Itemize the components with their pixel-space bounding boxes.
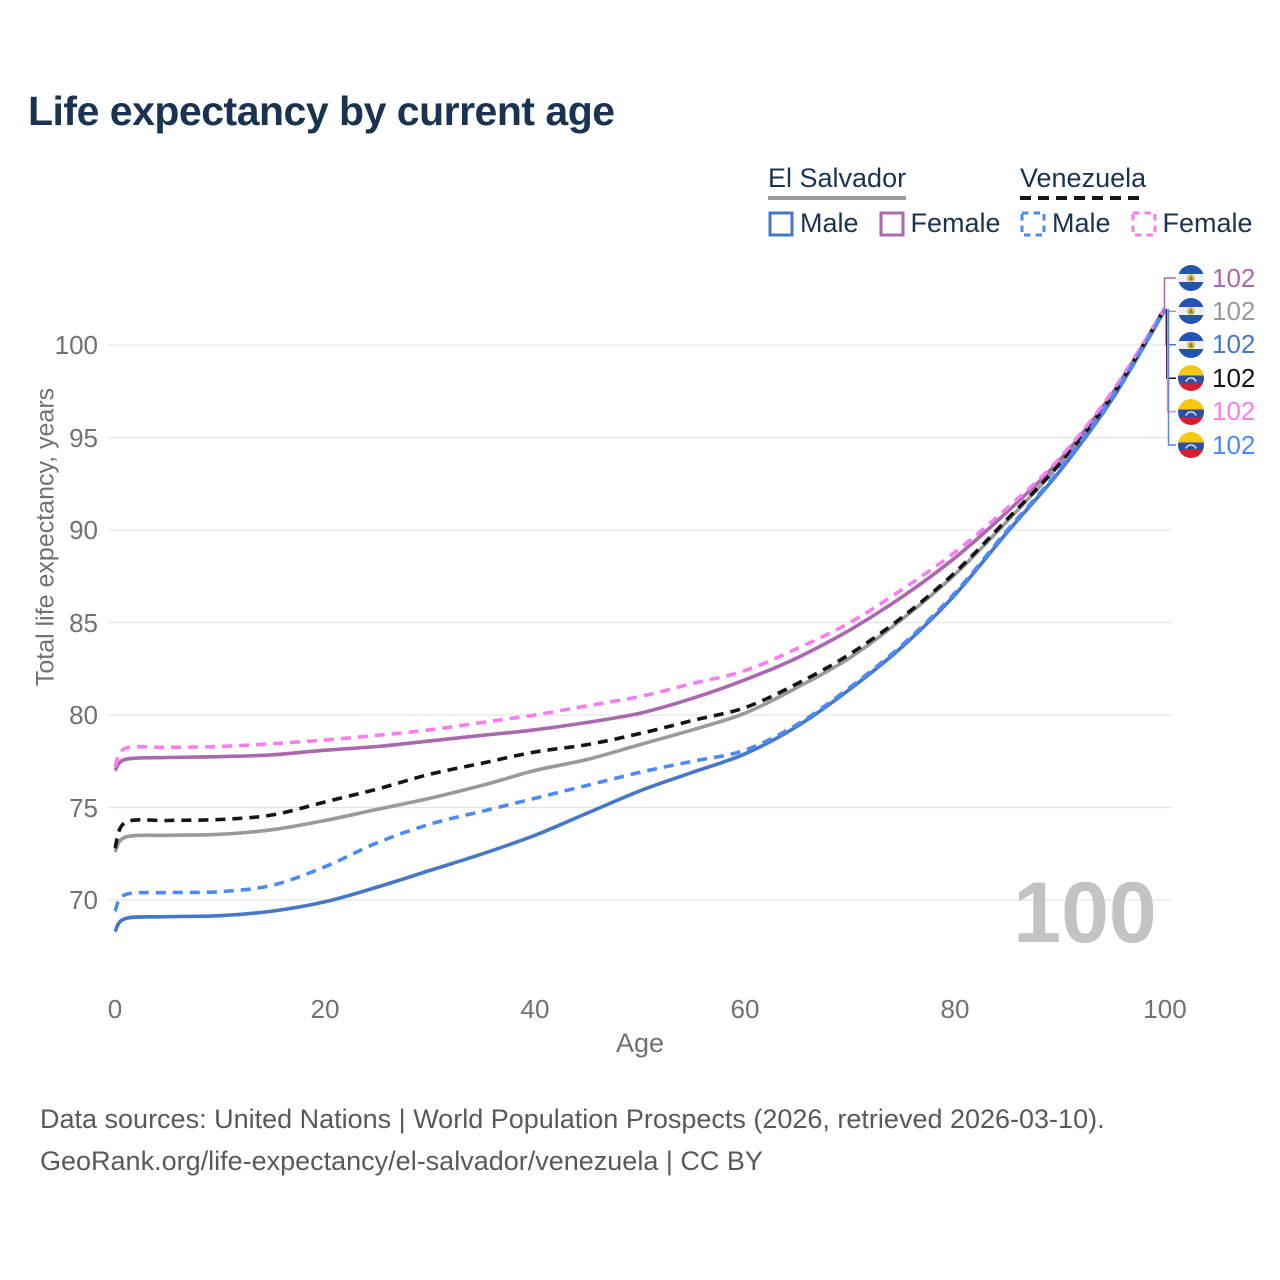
y-tick-95: 95 bbox=[69, 422, 98, 453]
flag-icon-ve bbox=[1178, 365, 1204, 392]
flag-icon-ve bbox=[1178, 398, 1204, 425]
legend-header-el-salvador: El Salvador bbox=[768, 163, 907, 193]
x-tick-40: 40 bbox=[520, 994, 550, 1024]
legend-swatch-es-male bbox=[768, 211, 794, 237]
end-label-ve-total: 102 bbox=[1178, 362, 1256, 393]
end-label-leader-ve-male bbox=[1167, 309, 1176, 446]
series-line-es-male[interactable] bbox=[113, 308, 1167, 933]
flag-icon-sv bbox=[1178, 331, 1204, 358]
series-line-ve-total[interactable] bbox=[113, 307, 1167, 849]
end-label-ve-male: 102 bbox=[1178, 429, 1256, 460]
end-label-leader-es-total bbox=[1164, 309, 1176, 313]
legend-underline-el-salvador bbox=[768, 196, 907, 200]
series-line-ve-female[interactable] bbox=[113, 307, 1167, 768]
end-label-value: 102 bbox=[1212, 362, 1256, 393]
x-tick-60: 60 bbox=[730, 994, 760, 1024]
legend-item-label: Male bbox=[1052, 208, 1111, 238]
legend-swatch-es-female bbox=[879, 211, 905, 237]
end-label-value: 102 bbox=[1212, 329, 1256, 360]
end-label-es-female: 102 bbox=[1178, 262, 1256, 293]
y-tick-85: 85 bbox=[69, 607, 98, 638]
x-tick-0: 0 bbox=[107, 994, 123, 1024]
legend-item-label: Female bbox=[910, 208, 1001, 238]
y-tick-75: 75 bbox=[69, 792, 98, 823]
end-label-leader-ve-female bbox=[1166, 309, 1176, 413]
legend-item-ve-male[interactable]: Male bbox=[1020, 208, 1111, 239]
end-label-ve-female: 102 bbox=[1178, 396, 1256, 427]
x-tick-80: 80 bbox=[940, 994, 970, 1024]
end-label-es-male: 102 bbox=[1178, 329, 1256, 360]
footer-attribution: GeoRank.org/life-expectancy/el-salvador/… bbox=[40, 1146, 763, 1176]
x-tick-20: 20 bbox=[310, 994, 340, 1024]
flag-icon-sv bbox=[1178, 298, 1204, 325]
y-tick-100: 100 bbox=[54, 330, 98, 360]
x-tick-100: 100 bbox=[1143, 994, 1187, 1024]
series-line-es-total[interactable] bbox=[113, 307, 1167, 853]
end-label-value: 102 bbox=[1212, 429, 1256, 460]
legend-group-el-salvador: El Salvador Male Female bbox=[768, 163, 1001, 239]
series-line-ve-male[interactable] bbox=[113, 308, 1167, 913]
page-title: Life expectancy by current age bbox=[28, 88, 615, 134]
legend-swatch-ve-male bbox=[1020, 211, 1046, 237]
y-axis-title: Total life expectancy, years bbox=[31, 387, 60, 687]
end-label-value: 102 bbox=[1212, 262, 1256, 293]
hovered-age-watermark: 100 bbox=[1013, 865, 1157, 961]
end-label-leader-es-male bbox=[1165, 309, 1176, 346]
series-line-es-female[interactable] bbox=[113, 307, 1167, 772]
flag-icon-sv bbox=[1178, 265, 1204, 291]
legend-item-es-female[interactable]: Female bbox=[879, 208, 1001, 239]
legend-item-label: Male bbox=[800, 208, 859, 238]
end-label-es-total: 102 bbox=[1178, 295, 1256, 326]
end-label-value: 102 bbox=[1212, 396, 1256, 427]
footer-sources: Data sources: United Nations | World Pop… bbox=[40, 1104, 1105, 1134]
legend-swatch-ve-female bbox=[1131, 211, 1157, 237]
end-label-leader-ve-total bbox=[1166, 309, 1176, 379]
flag-icon-ve bbox=[1178, 432, 1204, 458]
legend-header-venezuela: Venezuela bbox=[1020, 163, 1147, 193]
legend-item-es-male[interactable]: Male bbox=[768, 208, 859, 239]
legend-item-label: Female bbox=[1162, 208, 1253, 238]
legend-group-venezuela: Venezuela Male Female bbox=[1020, 163, 1253, 239]
y-tick-90: 90 bbox=[69, 515, 98, 545]
x-axis-title: Age bbox=[615, 1028, 665, 1058]
legend-underline-venezuela bbox=[1020, 196, 1147, 200]
y-tick-70: 70 bbox=[69, 885, 98, 915]
legend-item-ve-female[interactable]: Female bbox=[1131, 208, 1253, 239]
y-tick-80: 80 bbox=[69, 700, 98, 730]
end-label-value: 102 bbox=[1212, 295, 1256, 326]
end-label-leader-es-female bbox=[1163, 277, 1176, 309]
